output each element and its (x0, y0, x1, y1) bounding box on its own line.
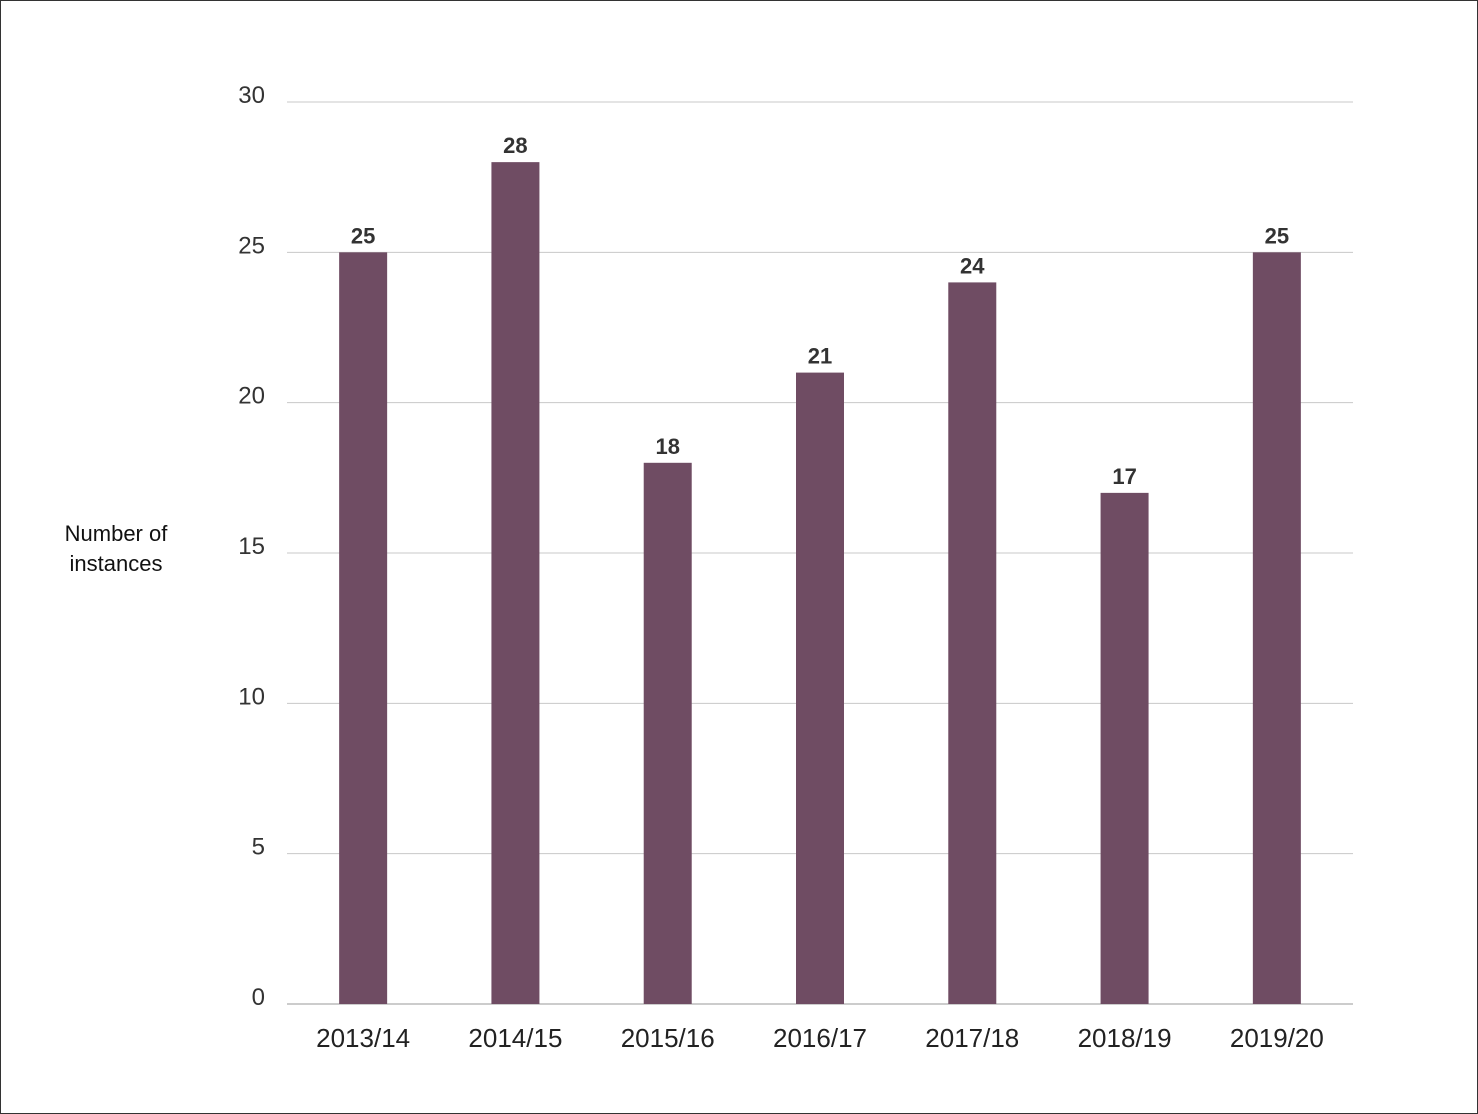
bar-2015-16 (643, 462, 692, 1004)
y-axis-title-line-1: Number of (64, 521, 168, 546)
x-category-label: 2018/19 (1078, 1023, 1172, 1053)
x-category-label: 2013/14 (316, 1023, 410, 1053)
data-label: 18 (655, 434, 679, 459)
y-tick-label: 0 (252, 984, 265, 1011)
data-label: 28 (503, 133, 527, 158)
x-category-label: 2019/20 (1230, 1023, 1324, 1053)
y-axis-title: Number of instances (41, 519, 191, 579)
y-tick-label: 15 (238, 533, 265, 560)
data-label: 25 (351, 223, 375, 248)
bar-2019-20 (1252, 252, 1301, 1005)
bar-2017-18 (948, 282, 997, 1004)
x-category-label: 2016/17 (773, 1023, 867, 1053)
bar-2013-14 (339, 252, 388, 1005)
y-tick-label: 25 (238, 232, 265, 259)
y-tick-label: 5 (252, 834, 265, 861)
y-tick-label: 20 (238, 383, 265, 410)
bars (339, 162, 1301, 1005)
data-label: 17 (1112, 464, 1136, 489)
data-label: 21 (808, 344, 832, 369)
data-label: 25 (1265, 223, 1289, 248)
x-category-label: 2015/16 (621, 1023, 715, 1053)
x-category-label: 2014/15 (468, 1023, 562, 1053)
x-category-label: 2017/18 (925, 1023, 1019, 1053)
y-tick-label: 30 (238, 82, 265, 109)
y-axis-title-line-2: instances (69, 551, 163, 576)
bar-2018-19 (1100, 492, 1149, 1004)
data-label: 24 (960, 253, 985, 278)
bar-2014-15 (491, 162, 540, 1005)
labels: 0 5 10 15 20 25 30 25 2013/14 28 2014/15 18 2015/16 2… (238, 82, 1324, 1053)
y-tick-label: 10 (238, 683, 265, 710)
bar-2016-17 (796, 372, 844, 1005)
